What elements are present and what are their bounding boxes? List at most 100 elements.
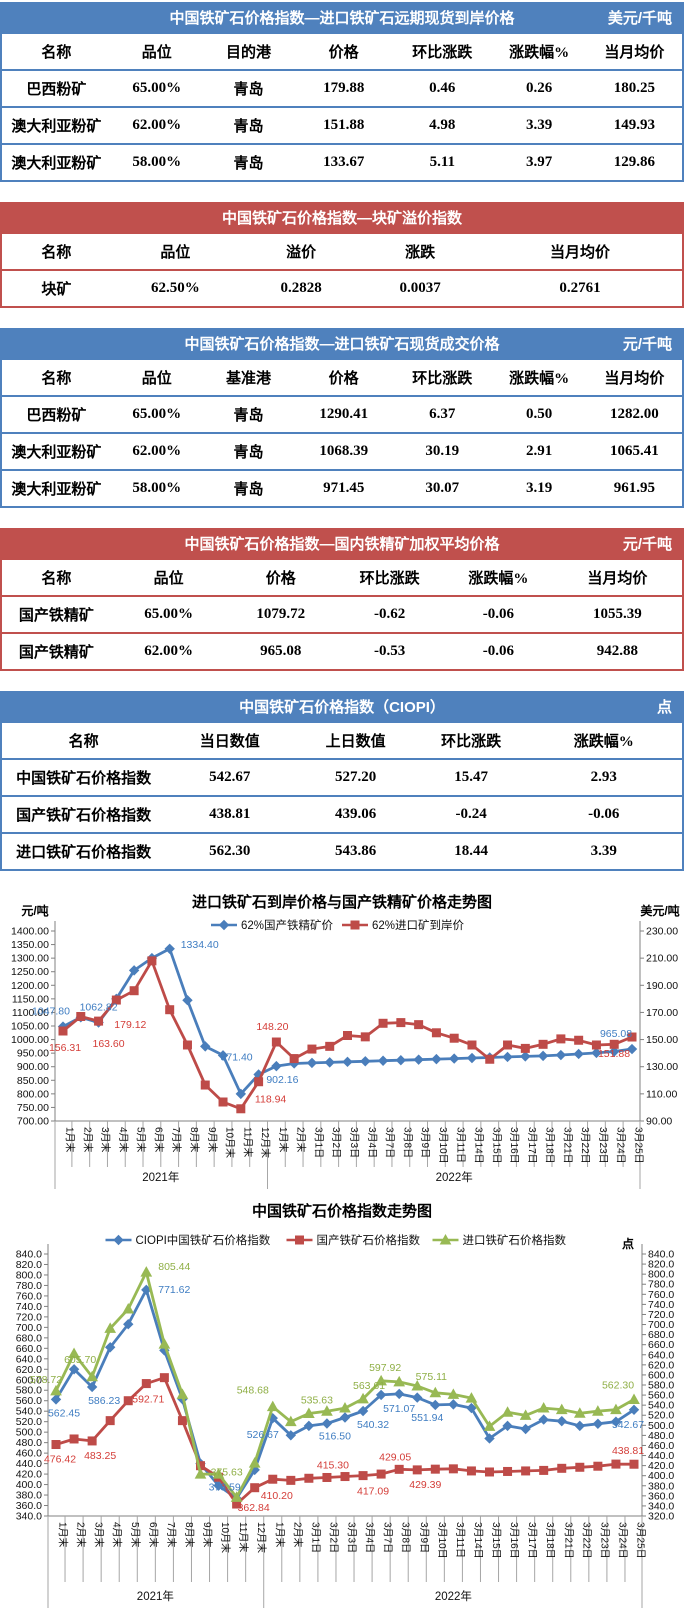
square-marker <box>466 1466 476 1476</box>
table-cell: 国产铁矿石价格指数 <box>2 796 166 834</box>
x-axis-label: 3月11日 <box>455 1127 467 1163</box>
table-cell: 971.45 <box>323 480 365 496</box>
data-point-label: 597.92 <box>369 1362 401 1374</box>
left-axis-tick-label: 900.00 <box>17 1061 49 1073</box>
triangle-marker <box>429 1386 442 1398</box>
table-cell: 15.47 <box>416 759 526 797</box>
square-marker <box>538 1039 548 1049</box>
data-point-label: 965.08 <box>600 1028 632 1040</box>
square-marker <box>520 1043 530 1053</box>
x-axis-label: 3月末 <box>99 1127 112 1153</box>
square-marker <box>574 1035 584 1045</box>
right-axis-tick-label: 380.0 <box>648 1480 674 1492</box>
triangle-marker <box>68 1347 80 1359</box>
x-axis-label: 10月末 <box>219 1522 232 1553</box>
table-cell: 133.67 <box>323 154 365 170</box>
price-tables-section: 中国铁矿石价格指数—进口铁矿石远期现货到岸价格 美元/千吨 名称 品位 目的港 价格 环比涨… <box>0 2 684 871</box>
data-point-label: 148.20 <box>256 1021 288 1033</box>
price-table-2: 中国铁矿石价格指数—进口铁矿石现货成交价格 元/千吨 名称 品位 基准港 价格 环比涨跌 涨跌… <box>0 328 684 508</box>
table-cell: 62.00% <box>144 643 193 659</box>
legend-label: 进口铁矿石价格指数 <box>463 1233 567 1247</box>
diamond-marker <box>412 1392 423 1403</box>
column-header: 上日数值 <box>294 723 417 760</box>
triangle-marker <box>50 1384 62 1396</box>
x-axis-label: 3月21日 <box>562 1522 574 1559</box>
table-cell: 1079.72 <box>226 596 336 634</box>
data-point-label: 429.39 <box>409 1479 441 1491</box>
right-axis-tick-label: 620.0 <box>648 1359 674 1371</box>
table-cell: 青岛 <box>202 107 295 145</box>
triangle-marker <box>439 1233 452 1245</box>
year-group-label: 2022年 <box>435 1589 472 1603</box>
data-point-label: 605.70 <box>64 1354 96 1366</box>
left-axis-tick-label: 780.0 <box>16 1280 42 1292</box>
square-marker <box>177 1416 187 1426</box>
square-marker <box>378 1018 388 1028</box>
diamond-marker <box>413 1054 424 1065</box>
triangle-marker <box>122 1302 135 1314</box>
table-cell: 进口铁矿石价格指数 <box>16 845 152 861</box>
table-cell: 巴西粉矿 <box>2 70 111 108</box>
table-unit: 元/千吨 <box>622 536 672 553</box>
left-axis-tick-label: 1100.00 <box>12 1007 49 1019</box>
square-marker <box>304 1473 314 1483</box>
column-header: 涨跌幅% <box>491 360 587 397</box>
table-cell: 6.37 <box>392 396 492 434</box>
x-axis-label: 3月9日 <box>419 1127 431 1158</box>
x-axis-label: 3月3日 <box>346 1522 358 1553</box>
table-cell: 3.19 <box>526 480 553 496</box>
column-header: 当月均价 <box>586 34 682 71</box>
table-cell: 2.91 <box>491 433 587 471</box>
data-point-label: 156.31 <box>49 1042 81 1054</box>
table-cell: 149.93 <box>586 107 682 145</box>
square-marker <box>322 1472 332 1482</box>
square-marker <box>141 1379 151 1389</box>
x-axis-label: 2月末 <box>81 1127 94 1153</box>
right-axis-tick-label: 480.0 <box>648 1430 674 1442</box>
x-axis-label: 3月3日 <box>348 1127 360 1158</box>
legend-item: CIOPI中国铁矿石价格指数 <box>105 1233 271 1247</box>
triangle-marker <box>339 1402 351 1413</box>
square-marker <box>485 1467 494 1477</box>
square-marker <box>611 1459 621 1469</box>
square-marker <box>123 1396 133 1406</box>
chart-title: 进口铁矿石到岸价格与国产铁精矿价格走势图 <box>192 893 492 911</box>
square-marker <box>147 956 157 966</box>
diamond-marker <box>128 965 140 976</box>
x-axis-label: 10月末 <box>224 1127 237 1158</box>
column-header: 溢价 <box>239 234 363 271</box>
data-point-label: 563.61 <box>353 1380 385 1392</box>
column-header: 环比涨跌 <box>416 723 526 760</box>
square-marker <box>430 1464 440 1474</box>
column-header: 基准港 <box>202 360 295 397</box>
legend-item: 进口铁矿石价格指数 <box>432 1233 567 1247</box>
left-axis-tick-label: 440.0 <box>16 1458 42 1470</box>
x-axis-label: 3月17日 <box>526 1127 538 1164</box>
right-axis-tick-label: 230.00 <box>646 926 678 938</box>
diamond-marker <box>393 1388 405 1400</box>
column-header: 当日数值 <box>165 723 295 760</box>
diamond-marker <box>538 1414 549 1425</box>
left-axis-tick-label: 540.0 <box>16 1406 42 1418</box>
data-point-label: 540.32 <box>357 1419 389 1431</box>
x-axis-label: 3月9日 <box>418 1522 430 1553</box>
diamond-marker <box>68 1364 80 1375</box>
x-axis-label: 9月末 <box>206 1127 219 1153</box>
diamond-marker <box>113 1234 124 1246</box>
table-cell: 58.00% <box>132 154 182 170</box>
right-axis-tick-label: 500.0 <box>648 1420 674 1432</box>
table-header-row: 名称 当日数值 上日数值 环比涨跌 涨跌幅% <box>2 723 682 760</box>
data-point-label: 562.45 <box>48 1407 80 1419</box>
x-axis-label: 5月末 <box>129 1522 142 1548</box>
left-axis-tick-label: 560.0 <box>16 1395 42 1407</box>
left-axis-tick-label: 1050.00 <box>11 1021 49 1033</box>
data-point-label: 179.12 <box>114 1019 146 1031</box>
price-table-0: 中国铁矿石价格指数—进口铁矿石远期现货到岸价格 美元/千吨 名称 品位 目的港 价格 环比涨… <box>0 2 684 182</box>
table-row: 澳大利亚粉矿 62.00% 青岛 1068.39 30.19 2.91 1065.41 <box>2 433 682 471</box>
table-cell: 3.39 <box>491 107 587 145</box>
diamond-marker <box>123 1319 134 1330</box>
right-axis-tick-label: 780.0 <box>648 1279 674 1291</box>
table-header-row: 名称 品位 价格 环比涨跌 涨跌幅% 当月均价 <box>2 560 682 597</box>
data-point-label: 410.20 <box>261 1490 293 1502</box>
